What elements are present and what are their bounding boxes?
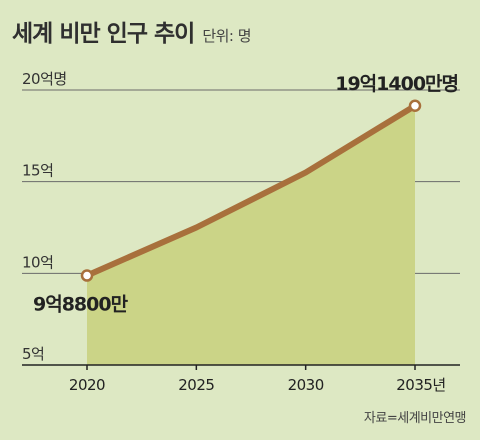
series-line-group [84,102,418,279]
y-tick-label-20: 20억명 [22,70,67,88]
x-tick-label-2030: 2030 [288,376,324,394]
annotations: 9억8800만 19억1400만명 [33,73,459,316]
area-fill [87,105,415,366]
annotation-end: 19억1400만명 [335,73,458,95]
y-tick-label-15: 15억 [22,162,53,180]
area-fill-group [87,105,415,366]
title-row: 세계 비만 인구 추이 단위: 명 [12,14,252,48]
y-tick-labels: 5억 10억 15억 20억명 [22,70,67,363]
marker-2035 [408,99,422,113]
series-line [84,102,418,279]
source-note: 자료=세계비만연맹 [363,411,467,426]
y-tick-label-10: 10억 [22,253,53,271]
x-axis: 2020 2025 2030 2035년 [22,364,460,394]
x-tick-label-2035: 2035년 [396,376,445,394]
x-tick-label-2025: 2025 [178,376,214,394]
x-tick-label-2020: 2020 [69,376,105,394]
annotation-start: 9억8800만 [33,294,129,316]
chart-title: 세계 비만 인구 추이 [12,21,195,47]
y-tick-label-5: 5억 [22,345,44,363]
unit-label: 단위: 명 [202,27,252,45]
markers [80,99,422,282]
marker-2020 [80,269,94,282]
